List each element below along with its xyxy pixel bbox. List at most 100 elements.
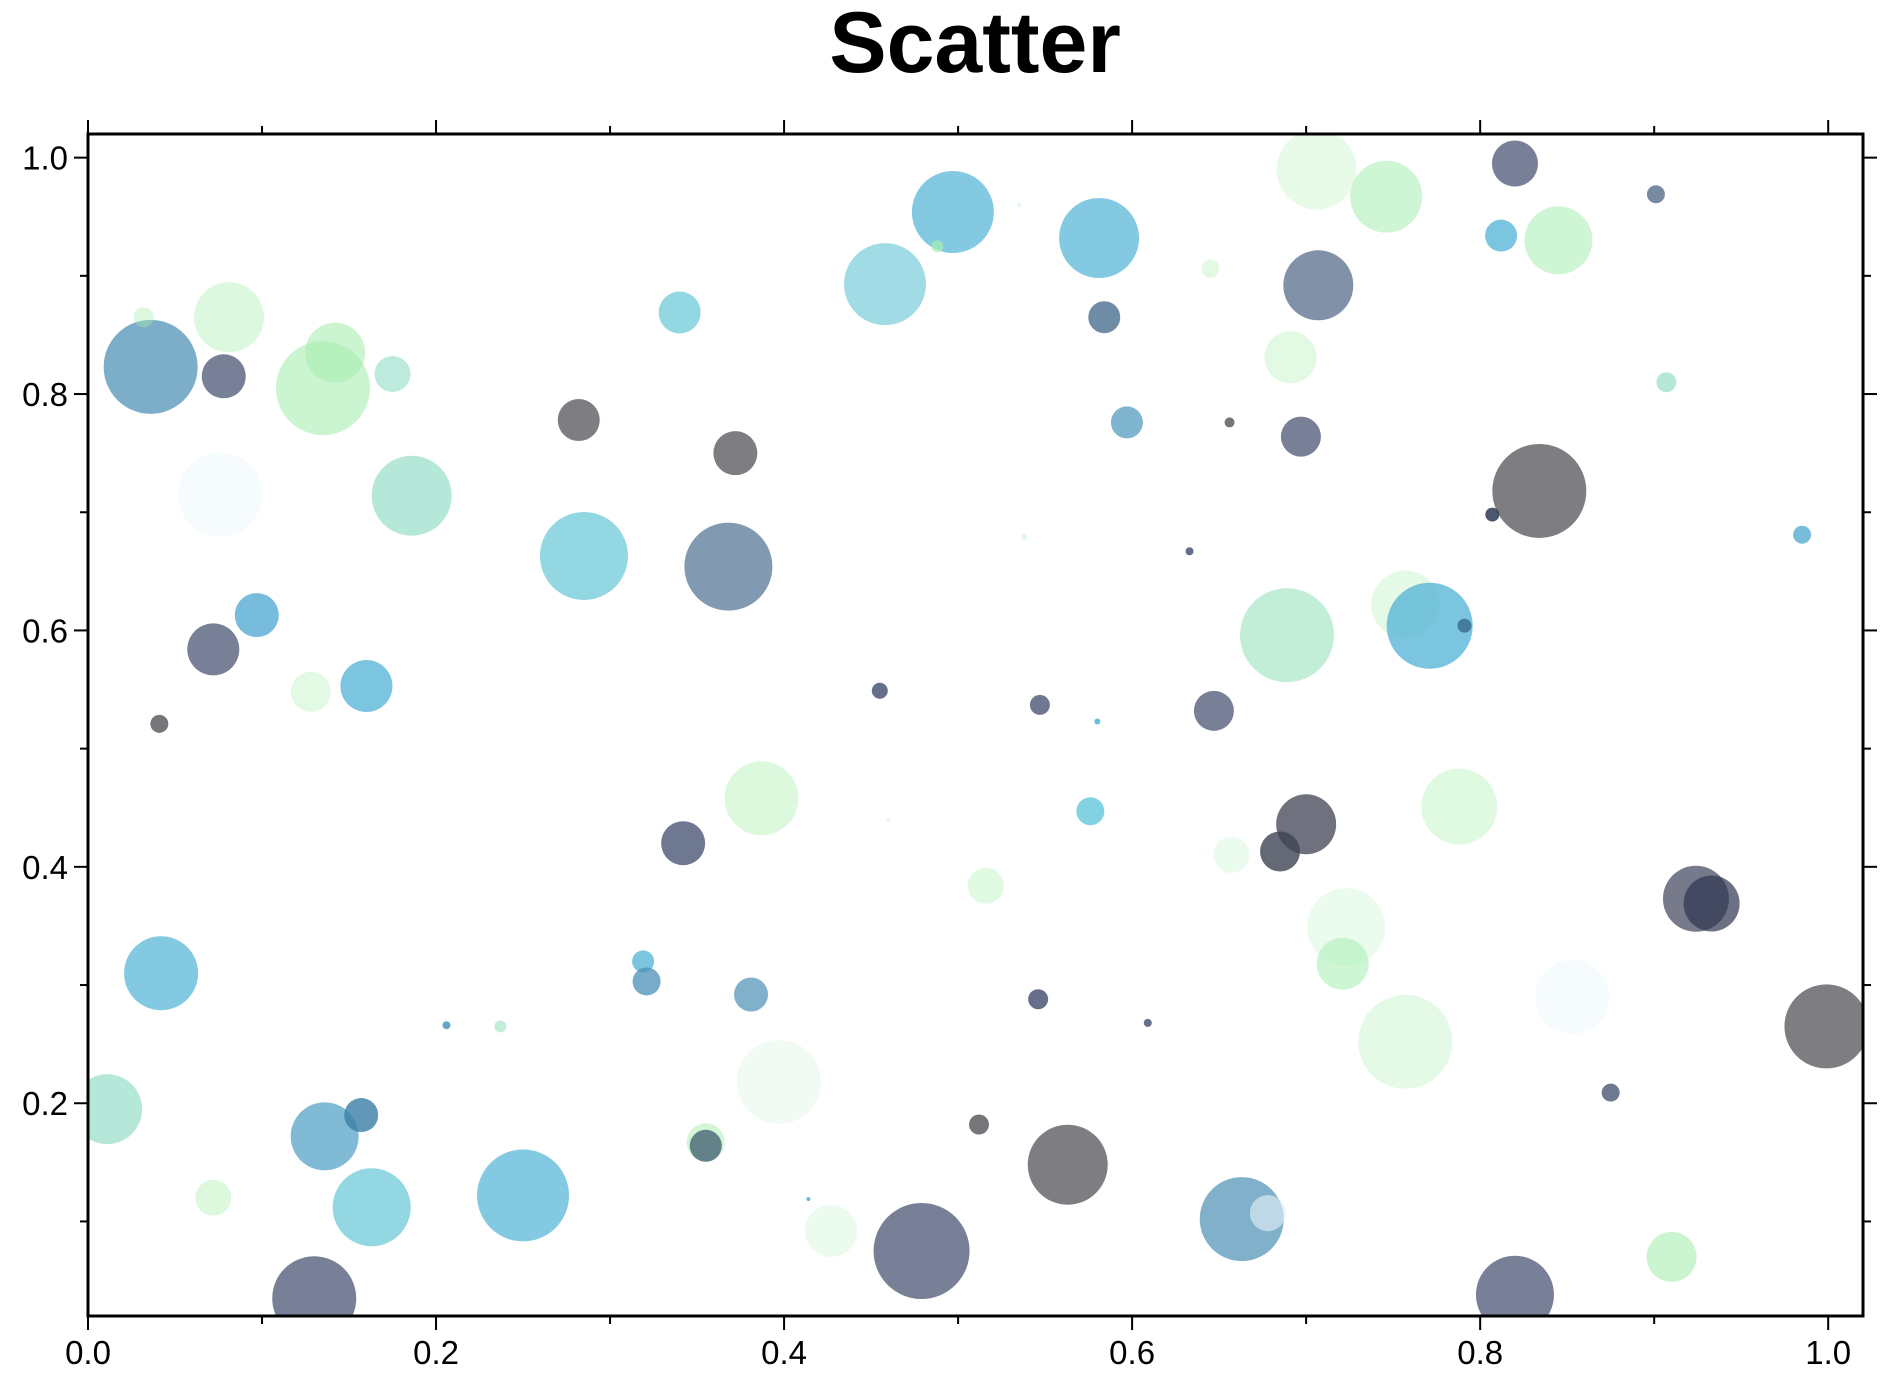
- data-point: [805, 1204, 858, 1257]
- x-tick-label: 0.0: [65, 1334, 111, 1371]
- data-point: [967, 867, 1004, 904]
- data-point: [1535, 959, 1610, 1034]
- data-point: [305, 322, 366, 383]
- y-tick-label: 0.2: [22, 1085, 68, 1122]
- data-point: [1260, 831, 1301, 872]
- x-tick-label: 0.2: [413, 1334, 459, 1371]
- data-point: [1646, 1231, 1697, 1282]
- data-point: [1646, 185, 1665, 204]
- data-point: [124, 936, 199, 1011]
- data-point: [968, 1114, 989, 1135]
- data-point: [658, 291, 701, 334]
- y-tick-label: 0.4: [22, 849, 68, 886]
- data-point: [1076, 797, 1105, 826]
- data-point: [724, 761, 799, 836]
- data-point: [1088, 301, 1121, 334]
- data-point: [133, 307, 154, 328]
- data-point: [178, 452, 263, 537]
- data-point: [1316, 937, 1369, 990]
- data-point: [684, 522, 773, 611]
- data-point: [1475, 1255, 1554, 1316]
- data-point: [1193, 690, 1234, 731]
- data-point: [193, 282, 264, 353]
- data-point: [494, 1020, 507, 1033]
- data-point: [1457, 618, 1472, 633]
- data-point: [344, 1098, 379, 1133]
- data-point: [1524, 206, 1593, 275]
- data-point: [1213, 837, 1250, 874]
- chart-title: Scatter: [829, 0, 1121, 91]
- data-point: [187, 623, 240, 676]
- data-point: [1094, 718, 1101, 725]
- data-point: [1793, 525, 1812, 544]
- data-point: [1491, 140, 1538, 187]
- data-points: [88, 134, 1863, 1316]
- data-point: [290, 671, 331, 712]
- data-point: [873, 1202, 970, 1299]
- data-point: [477, 1149, 570, 1242]
- x-tick-label: 1.0: [1805, 1334, 1851, 1371]
- data-point: [886, 817, 891, 822]
- data-point: [1283, 250, 1354, 321]
- data-point: [88, 1074, 143, 1145]
- data-point: [871, 682, 888, 699]
- data-point: [1485, 507, 1500, 522]
- data-point: [1249, 1195, 1286, 1232]
- data-point: [1201, 259, 1220, 278]
- y-tick-label: 0.6: [22, 612, 68, 649]
- data-point: [1021, 534, 1028, 541]
- data-point: [103, 319, 198, 414]
- data-point: [1683, 875, 1740, 932]
- data-point: [806, 1196, 811, 1201]
- data-point: [1358, 994, 1453, 1089]
- y-tick-label: 0.8: [22, 376, 68, 413]
- data-point: [689, 1129, 722, 1162]
- data-point: [931, 240, 944, 253]
- data-point: [1143, 1018, 1152, 1027]
- data-point: [150, 714, 169, 733]
- data-point: [332, 1168, 411, 1247]
- data-point: [340, 659, 393, 712]
- data-point: [632, 950, 655, 973]
- x-tick-label: 0.4: [761, 1334, 807, 1371]
- data-point: [1492, 443, 1587, 538]
- data-point: [661, 821, 706, 866]
- data-point: [272, 1256, 357, 1316]
- data-point: [1185, 547, 1194, 556]
- data-point: [844, 243, 927, 326]
- data-point: [539, 511, 628, 600]
- data-point: [201, 354, 246, 399]
- x-tick-label: 0.6: [1109, 1334, 1155, 1371]
- data-point: [1784, 984, 1863, 1069]
- data-point: [1224, 417, 1235, 428]
- data-point: [1656, 372, 1677, 393]
- data-point: [195, 1179, 232, 1216]
- axes: 0.0 0.2 0.4 0.6 0.8 1.0 0.2 0.4 0.6 0.8 1.0: [22, 120, 1877, 1371]
- data-point: [1421, 768, 1498, 845]
- data-point: [1029, 694, 1050, 715]
- data-point: [1239, 588, 1334, 683]
- data-point: [1027, 1124, 1108, 1205]
- y-tick-label: 1.0: [22, 140, 68, 177]
- data-point: [632, 967, 661, 996]
- x-tick-label: 0.8: [1457, 1334, 1503, 1371]
- data-point: [1059, 198, 1140, 279]
- data-point: [374, 355, 411, 392]
- data-point: [1485, 219, 1518, 252]
- data-point: [1280, 416, 1321, 457]
- data-point: [371, 455, 452, 536]
- data-point: [290, 1102, 359, 1171]
- plot-frame: [86, 132, 1865, 1318]
- data-point: [1264, 331, 1317, 384]
- data-point: [1601, 1083, 1620, 1102]
- data-point: [1386, 582, 1473, 669]
- data-point: [713, 431, 758, 476]
- data-point: [734, 977, 769, 1012]
- data-point: [442, 1021, 451, 1030]
- data-point: [234, 593, 279, 638]
- data-point: [1110, 406, 1143, 439]
- data-point: [1028, 989, 1049, 1010]
- data-point: [911, 171, 994, 254]
- data-point: [1276, 134, 1357, 210]
